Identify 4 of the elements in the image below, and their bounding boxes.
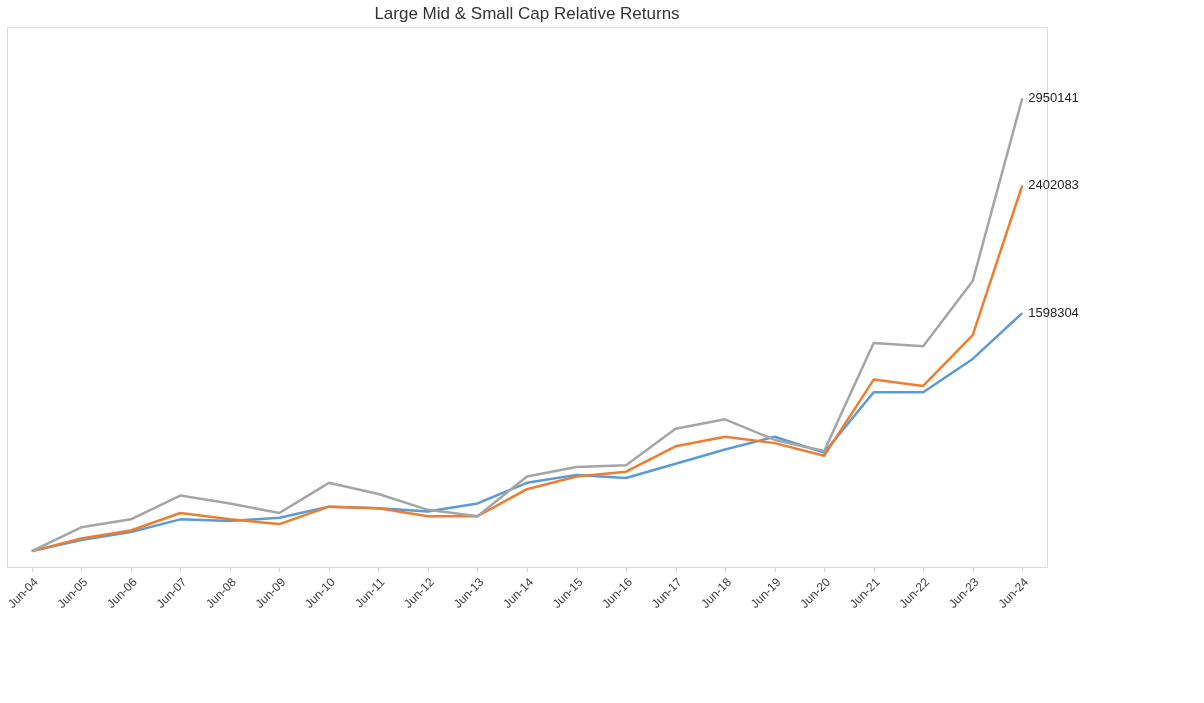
data-label: 2950141 [1028, 90, 1079, 106]
data-label: 1598304 [1028, 305, 1079, 321]
data-label: 2402083 [1028, 177, 1079, 193]
chart-title: Large Mid & Small Cap Relative Returns [374, 4, 680, 23]
